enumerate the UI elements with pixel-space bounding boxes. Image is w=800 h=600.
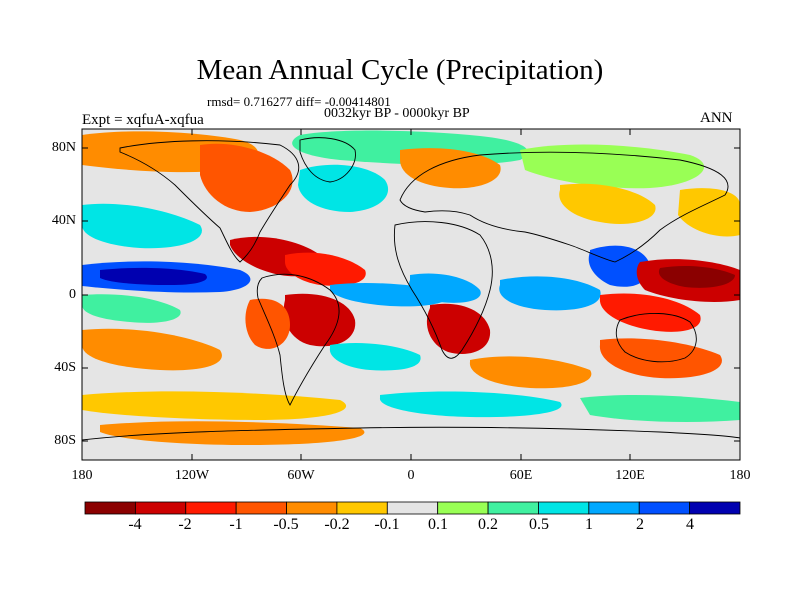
map-title: Mean Annual Cycle (Precipitation) bbox=[196, 54, 604, 86]
colorbar-swatch bbox=[487, 501, 539, 515]
colorbar-label: -0.2 bbox=[324, 516, 350, 533]
anomaly-spcz-dry bbox=[599, 293, 701, 332]
anomaly-southern-ocean-wet bbox=[379, 391, 562, 418]
anomaly-europe-dry bbox=[400, 148, 501, 189]
lon-label-180e: 180 bbox=[729, 468, 751, 483]
colorbar-swatch bbox=[386, 501, 439, 515]
lat-label-40s: 40S bbox=[54, 360, 76, 375]
colorbar-swatch bbox=[689, 501, 741, 515]
anomaly-africa-wet bbox=[409, 273, 481, 303]
colorbar-swatch bbox=[286, 501, 338, 515]
colorbar-swatch bbox=[588, 501, 640, 515]
colorbar-label: 0.2 bbox=[478, 516, 498, 533]
colorbar-label: -2 bbox=[178, 516, 192, 533]
lon-label-60e: 60E bbox=[509, 468, 533, 483]
stats-line: rmsd= 0.716277 diff= -0.00414801 bbox=[207, 94, 391, 109]
lon-label-180w: 180 bbox=[71, 468, 93, 483]
lon-label-120e: 120E bbox=[615, 468, 645, 483]
anomaly-maritime-wet bbox=[588, 245, 650, 287]
coastline-africa bbox=[393, 221, 493, 359]
coastline-australia bbox=[615, 312, 697, 363]
anomaly-antarctic-dry bbox=[100, 421, 365, 445]
colorbar bbox=[84, 501, 741, 515]
lon-label-60w: 60W bbox=[287, 468, 315, 483]
colorbar-swatch bbox=[538, 501, 590, 515]
anomaly-south-atlantic-wet bbox=[329, 343, 421, 371]
anomaly-southern-indian-wet bbox=[580, 395, 740, 423]
coastlines bbox=[82, 137, 740, 441]
colorbar-label: 1 bbox=[585, 516, 593, 533]
coastline-eurasia bbox=[399, 151, 729, 263]
anomaly-southern-ocean-dry bbox=[82, 391, 347, 420]
anomaly-south-america-dry bbox=[245, 298, 290, 349]
coastline-north-america bbox=[119, 140, 300, 263]
anomaly-na-dry bbox=[200, 143, 293, 212]
colorbar-swatch bbox=[185, 501, 237, 515]
season-label: ANN bbox=[700, 110, 733, 126]
lon-ticks bbox=[81, 129, 741, 460]
anomaly-npac-west-wet bbox=[82, 203, 202, 249]
colorbar-label: -0.1 bbox=[374, 516, 400, 533]
lat-label-40n: 40N bbox=[51, 213, 76, 228]
colorbar-label: 0.5 bbox=[529, 516, 549, 533]
colorbar-swatch bbox=[638, 501, 691, 515]
anomaly-east-pacific-wet bbox=[82, 294, 181, 323]
lon-label-120w: 120W bbox=[174, 468, 210, 483]
colorbar-label: -1 bbox=[229, 516, 243, 533]
colorbar-label: -0.5 bbox=[273, 516, 299, 533]
anomaly-southern-africa-dry bbox=[426, 303, 491, 354]
anomaly-indian-ocean-wet bbox=[499, 276, 601, 311]
lat-ticks bbox=[82, 147, 740, 442]
colorbar-label: -4 bbox=[128, 516, 142, 533]
lat-label-0: 0 bbox=[69, 287, 76, 302]
anomaly-australia-dry bbox=[599, 338, 722, 379]
experiment-label: Expt = xqfuA-xqfua bbox=[82, 112, 204, 128]
colorbar-label: 2 bbox=[636, 516, 644, 533]
anomaly-npac-east-dry bbox=[678, 188, 740, 237]
anomaly-asia-dry bbox=[559, 183, 656, 225]
colorbar-label: 4 bbox=[686, 516, 694, 533]
anomaly-south-indian-dry bbox=[469, 356, 592, 389]
anomaly-atlantic-wet bbox=[298, 164, 389, 212]
colorbar-swatch bbox=[437, 501, 489, 515]
lat-label-80s: 80S bbox=[54, 433, 76, 448]
lon-label-0: 0 bbox=[407, 468, 415, 483]
colorbar-swatch bbox=[84, 501, 136, 515]
lat-label-80n: 80N bbox=[51, 140, 76, 155]
colorbar-swatch bbox=[235, 501, 287, 515]
anomaly-south-pacific-dry bbox=[82, 328, 222, 371]
coastline-greenland bbox=[299, 137, 356, 183]
colorbar-swatch bbox=[336, 501, 388, 515]
anomaly-west-pacific-dry-core bbox=[658, 265, 735, 288]
anomaly-siberia-wet bbox=[520, 144, 705, 189]
colorbar-label: 0.1 bbox=[428, 516, 448, 533]
anomaly-itcz-pacific-wet-core bbox=[100, 267, 207, 285]
coastline-south-america bbox=[256, 273, 340, 406]
anomaly-amazon-dry bbox=[283, 293, 356, 347]
period-label: 0032kyr BP - 0000kyr BP bbox=[324, 106, 470, 121]
coastline-antarctica bbox=[82, 426, 740, 441]
colorbar-swatch bbox=[134, 501, 187, 515]
